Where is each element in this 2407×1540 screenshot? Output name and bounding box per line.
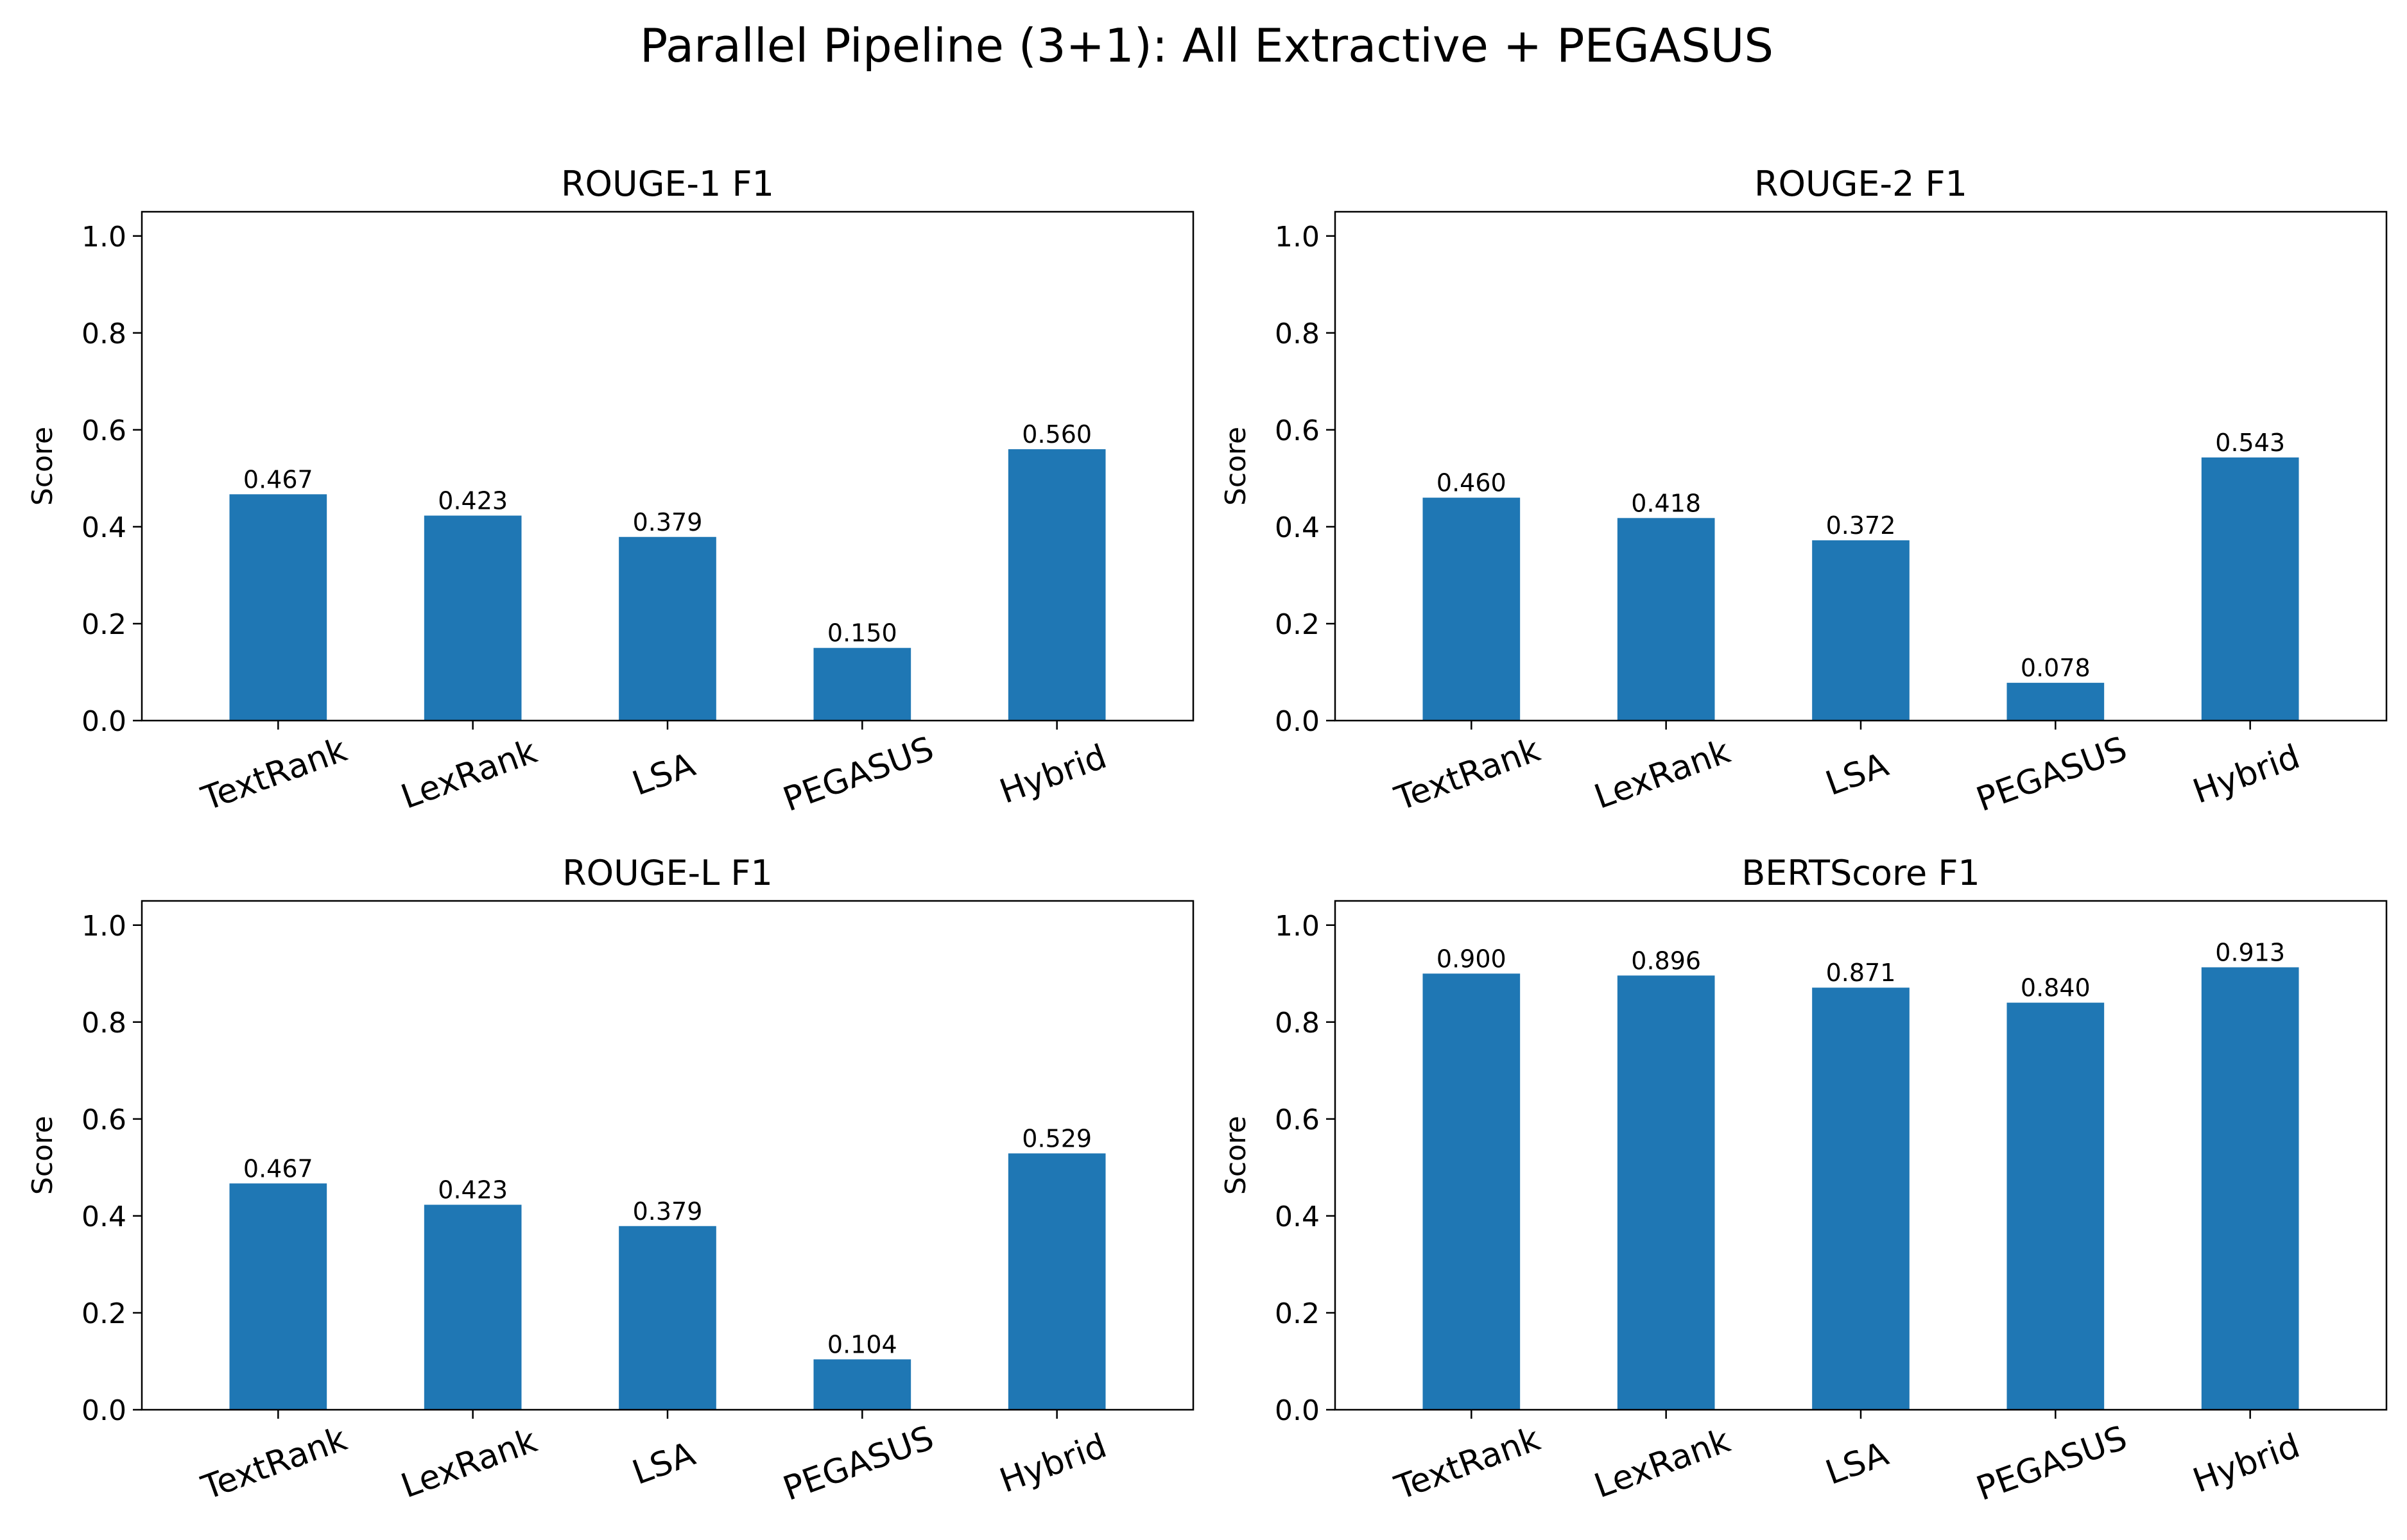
bar-value-label: 0.418: [1631, 489, 1701, 517]
bar-textrank: [229, 1183, 327, 1410]
axes-frame: [141, 900, 1195, 1411]
subplot-3: ROUGE-L F1Score0.00.20.40.60.81.00.467Te…: [26, 853, 1195, 1509]
y-tick-label: 1.0: [82, 910, 126, 943]
y-tick-label: 0.2: [1275, 1297, 1320, 1330]
bar-value-label: 0.467: [243, 465, 313, 493]
bar-textrank: [229, 494, 327, 721]
y-tick-label: 0.0: [1275, 1394, 1320, 1427]
y-tick-label: 1.0: [1275, 221, 1320, 253]
bar-hybrid: [1008, 1153, 1106, 1410]
y-tick-label: 0.6: [1275, 1104, 1320, 1136]
bar-lexrank: [424, 515, 522, 721]
bar-value-label: 0.467: [243, 1154, 313, 1183]
y-tick-label: 0.4: [82, 511, 126, 544]
bar-value-label: 0.543: [2215, 429, 2285, 457]
y-axis-label: Score: [26, 1116, 59, 1195]
subplot-title: ROUGE-L F1: [562, 853, 773, 893]
y-tick-label: 0.0: [82, 705, 126, 738]
bar-lexrank: [424, 1204, 522, 1410]
bar-lexrank: [1617, 518, 1715, 721]
figure-title: Parallel Pipeline (3+1): All Extractive …: [640, 19, 1773, 73]
y-tick-label: 0.8: [82, 1007, 126, 1040]
y-tick-label: 0.0: [82, 1394, 126, 1427]
subplot-title: BERTScore F1: [1741, 853, 1980, 893]
bar-lsa: [619, 1226, 716, 1410]
bar-value-label: 0.840: [2021, 974, 2091, 1002]
y-tick-label: 0.2: [1275, 608, 1320, 641]
y-tick-label: 0.4: [1275, 511, 1320, 544]
bar-lsa: [619, 536, 716, 721]
bar-lsa: [1812, 540, 1910, 721]
y-tick-label: 0.0: [1275, 705, 1320, 738]
bar-value-label: 0.150: [827, 619, 897, 647]
y-tick-label: 0.6: [82, 1104, 126, 1136]
y-tick-label: 1.0: [1275, 910, 1320, 943]
y-tick-label: 0.4: [1275, 1201, 1320, 1233]
axes-frame: [1334, 210, 2388, 722]
bar-pegasus: [2006, 683, 2105, 721]
y-tick-label: 0.8: [1275, 1007, 1320, 1040]
bar-value-label: 0.560: [1022, 420, 1092, 449]
bar-value-label: 0.372: [1826, 511, 1896, 540]
bar-pegasus: [813, 647, 911, 721]
bar-value-label: 0.078: [2021, 654, 2091, 682]
y-tick-label: 0.8: [1275, 318, 1320, 350]
bar-hybrid: [1008, 449, 1106, 721]
y-tick-label: 0.6: [1275, 415, 1320, 447]
axes-frame: [141, 210, 1195, 722]
y-tick-label: 1.0: [82, 221, 126, 253]
bar-value-label: 0.900: [1436, 945, 1506, 973]
bar-hybrid: [2201, 457, 2299, 721]
bar-textrank: [1422, 973, 1521, 1410]
y-axis-label: Score: [26, 427, 59, 506]
y-axis-label: Score: [1220, 1116, 1252, 1195]
axes-frame: [1334, 900, 2388, 1411]
y-tick-label: 0.6: [82, 415, 126, 447]
bar-value-label: 0.529: [1022, 1124, 1092, 1152]
bar-value-label: 0.460: [1436, 469, 1506, 497]
bar-lsa: [1812, 988, 1910, 1410]
bar-textrank: [1422, 497, 1521, 721]
y-tick-label: 0.2: [82, 608, 126, 641]
bar-value-label: 0.104: [827, 1330, 897, 1358]
bar-value-label: 0.913: [2215, 938, 2285, 966]
bar-value-label: 0.871: [1826, 959, 1896, 987]
bar-lexrank: [1617, 975, 1715, 1410]
y-tick-label: 0.2: [82, 1297, 126, 1330]
y-tick-label: 0.4: [82, 1201, 126, 1233]
subplot-title: ROUGE-2 F1: [1754, 164, 1967, 204]
subplot-title: ROUGE-1 F1: [561, 164, 774, 204]
bar-value-label: 0.423: [438, 487, 508, 515]
bar-value-label: 0.896: [1631, 946, 1701, 975]
bar-pegasus: [813, 1359, 911, 1410]
subplot-4: BERTScore F1 Score 0.0 0.2 0.4 0.6 0.8 1.0 0.900…: [1220, 853, 2388, 1509]
bar-pegasus: [2006, 1002, 2105, 1410]
bar-value-label: 0.423: [438, 1176, 508, 1204]
bar-hybrid: [2201, 967, 2299, 1410]
bar-value-label: 0.379: [633, 1197, 703, 1226]
y-tick-label: 0.8: [82, 318, 126, 350]
y-axis-label: Score: [1220, 427, 1252, 506]
bar-value-label: 0.379: [633, 508, 703, 536]
